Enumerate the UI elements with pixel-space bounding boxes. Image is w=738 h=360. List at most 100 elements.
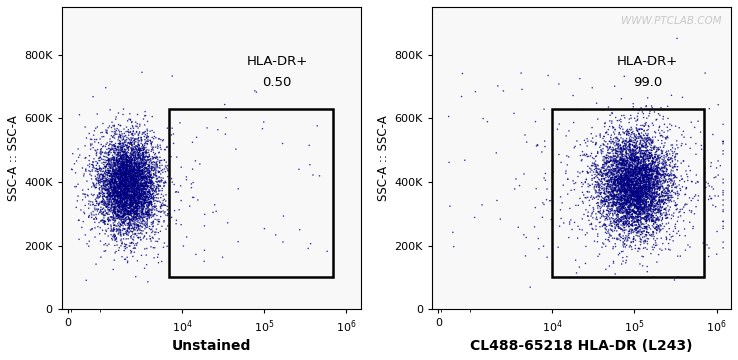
Point xyxy=(607,159,618,165)
Point xyxy=(706,196,717,202)
Point xyxy=(639,174,651,179)
Point xyxy=(131,203,142,209)
Point xyxy=(630,194,642,199)
Point xyxy=(120,207,132,212)
Point xyxy=(708,186,720,192)
Point xyxy=(649,154,661,160)
Point xyxy=(78,192,90,197)
Point xyxy=(145,147,157,153)
Point xyxy=(641,218,652,224)
Point xyxy=(644,202,655,208)
Point xyxy=(131,181,143,187)
Point xyxy=(120,156,132,161)
Point xyxy=(652,154,664,160)
Point xyxy=(588,160,600,166)
Point xyxy=(110,143,122,149)
Point xyxy=(117,197,128,203)
Point xyxy=(93,201,105,207)
Point xyxy=(640,191,652,197)
Point xyxy=(615,161,627,167)
Point xyxy=(108,197,120,202)
Point xyxy=(147,185,159,191)
Point xyxy=(136,192,148,198)
Point xyxy=(621,141,632,147)
Point xyxy=(146,167,158,173)
Point xyxy=(139,168,151,174)
Point xyxy=(134,154,146,160)
Point xyxy=(672,164,683,170)
Point xyxy=(616,183,628,189)
Point xyxy=(127,172,139,178)
Point xyxy=(127,139,139,145)
Point xyxy=(156,258,168,264)
Point xyxy=(97,212,109,217)
Point xyxy=(634,170,646,175)
Point xyxy=(633,224,645,229)
Point xyxy=(137,183,149,189)
Point xyxy=(124,141,136,147)
Point xyxy=(643,137,655,143)
Point xyxy=(601,193,613,199)
Point xyxy=(613,169,624,175)
Point xyxy=(623,174,635,180)
Point xyxy=(137,175,149,180)
Point xyxy=(121,162,133,168)
Point xyxy=(134,223,146,229)
Point xyxy=(94,194,106,200)
Point xyxy=(155,137,167,143)
Point xyxy=(532,236,544,242)
Point xyxy=(614,231,626,237)
Point xyxy=(188,194,200,200)
Point xyxy=(79,143,91,149)
Point xyxy=(622,144,634,149)
Point xyxy=(111,159,123,165)
Point xyxy=(111,200,123,206)
Point xyxy=(153,260,165,266)
Point xyxy=(653,171,665,177)
Point xyxy=(90,125,102,131)
Point xyxy=(628,169,640,175)
Point xyxy=(621,192,633,198)
Point xyxy=(626,130,638,136)
Point xyxy=(111,170,123,176)
Point xyxy=(624,206,635,211)
Point xyxy=(657,189,669,195)
Point xyxy=(574,76,586,81)
Point xyxy=(628,159,640,165)
Point xyxy=(597,162,609,168)
Point xyxy=(662,135,674,141)
Point xyxy=(131,183,143,189)
Point xyxy=(117,201,128,206)
Point xyxy=(621,176,633,182)
Point xyxy=(137,201,149,206)
Point xyxy=(639,157,651,162)
Point xyxy=(656,247,668,253)
Point xyxy=(654,198,666,204)
Point xyxy=(145,172,156,178)
Point xyxy=(109,161,121,167)
Point xyxy=(621,173,632,179)
Point xyxy=(612,136,624,141)
Point xyxy=(623,167,635,173)
Point xyxy=(145,180,157,186)
Point xyxy=(622,204,634,210)
Point xyxy=(629,159,641,165)
Point xyxy=(142,190,154,195)
Point xyxy=(603,181,615,187)
Point xyxy=(133,163,145,169)
Point xyxy=(131,159,143,165)
Point xyxy=(131,180,142,186)
Point xyxy=(108,215,120,221)
Point xyxy=(583,153,595,159)
Point xyxy=(610,166,621,172)
Point xyxy=(132,160,144,166)
Point xyxy=(116,172,128,178)
Point xyxy=(148,195,159,201)
Point xyxy=(94,193,106,199)
Point xyxy=(632,189,644,194)
Point xyxy=(624,174,636,179)
Point xyxy=(86,162,98,167)
Point xyxy=(627,216,638,222)
Point xyxy=(604,169,616,175)
Point xyxy=(128,165,140,171)
